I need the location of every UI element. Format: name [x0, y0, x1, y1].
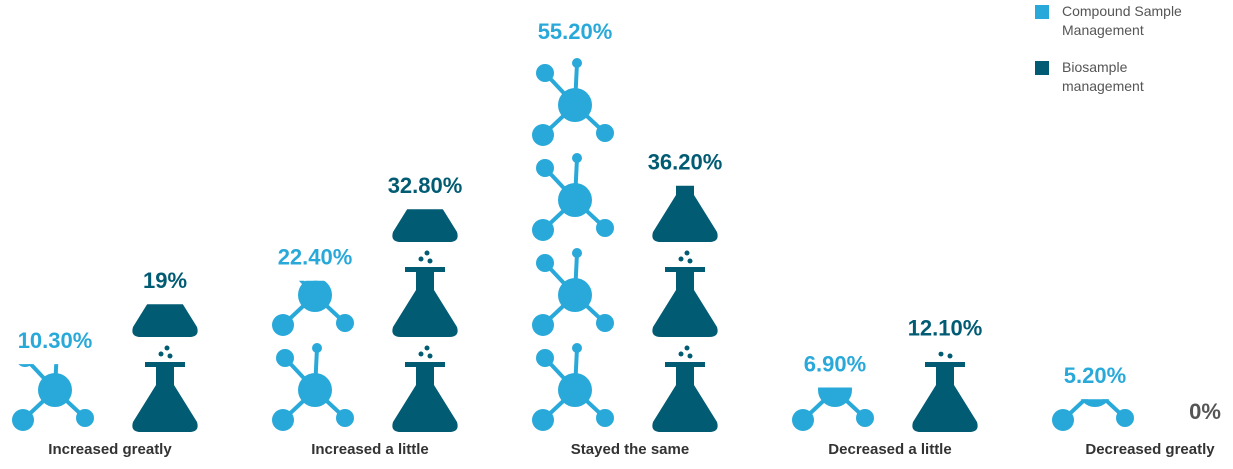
- icon-stack: [392, 209, 458, 432]
- value-label: 6.90%: [804, 351, 866, 376]
- category-label: Stayed the same: [571, 441, 689, 458]
- value-label: 5.20%: [1064, 363, 1126, 388]
- value-label: 19%: [143, 268, 187, 293]
- value-label: 22.40%: [278, 245, 353, 270]
- legend-swatch: [1035, 5, 1049, 19]
- icon-stack: [532, 58, 614, 431]
- icon-stack: [792, 387, 874, 431]
- icon-stack: [132, 304, 198, 432]
- value-label: 55.20%: [538, 19, 613, 44]
- category-label: Increased greatly: [48, 441, 172, 458]
- legend-label: Biosample management: [1062, 59, 1144, 94]
- icon-stack: [12, 364, 94, 431]
- icon-stack: [272, 280, 354, 431]
- value-label: 10.30%: [18, 328, 93, 353]
- legend-swatch: [1035, 61, 1049, 75]
- icon-stack: [652, 185, 718, 432]
- value-label: 0%: [1189, 399, 1221, 424]
- value-label: 12.10%: [908, 316, 983, 341]
- legend-label: Compound Sample Management: [1062, 3, 1182, 38]
- category-label: Decreased a little: [828, 441, 951, 458]
- category-label: Increased a little: [311, 441, 429, 458]
- category-label: Decreased greatly: [1085, 441, 1215, 458]
- icon-stack: [912, 351, 978, 432]
- icon-stack: [1052, 399, 1134, 431]
- value-label: 32.80%: [388, 173, 463, 198]
- value-label: 36.20%: [648, 150, 723, 175]
